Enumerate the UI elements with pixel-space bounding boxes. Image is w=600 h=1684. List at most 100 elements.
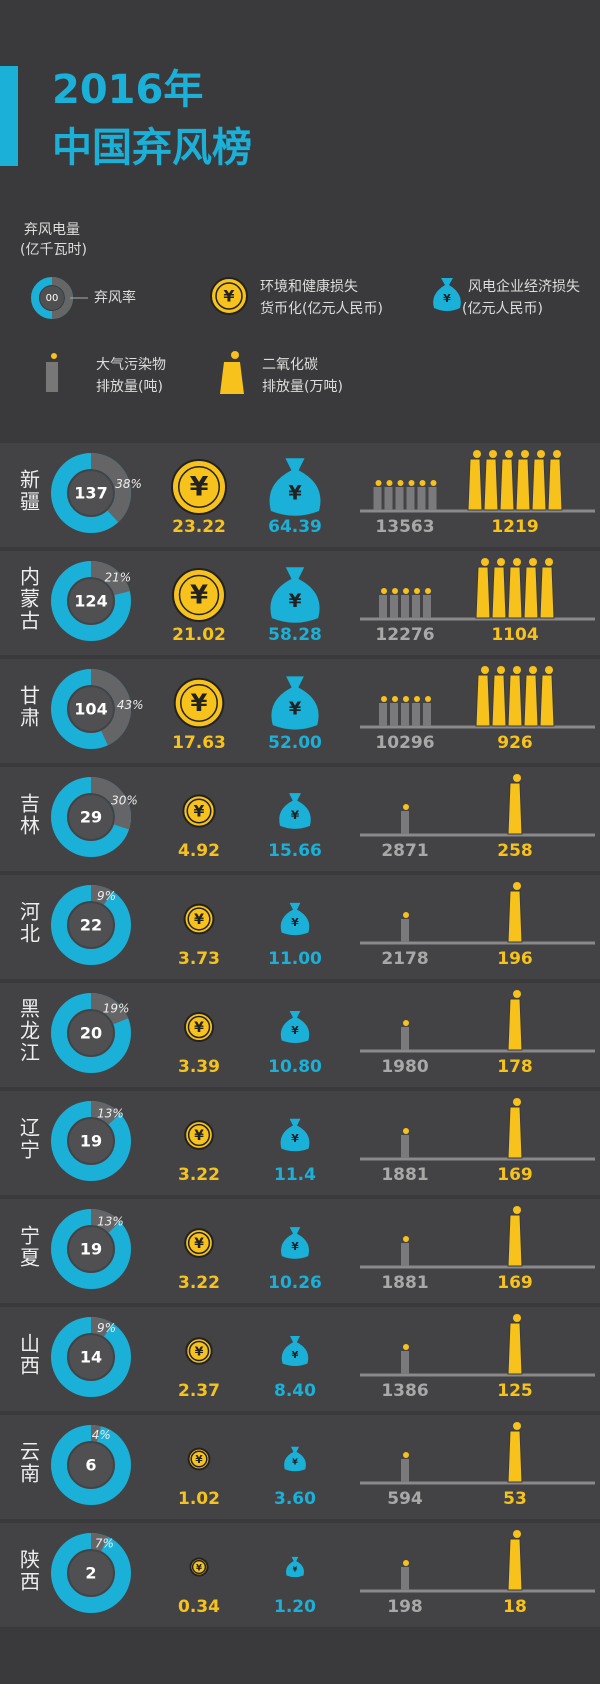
coin: ¥ [184, 1228, 214, 1258]
curtailment: 2 [85, 1564, 96, 1583]
econ-loss: 15.66 [268, 841, 322, 861]
smoke [513, 882, 521, 890]
money-bag: ¥ [270, 567, 320, 623]
province: 吉林 [17, 793, 41, 837]
smoke [529, 666, 537, 674]
co2: 196 [497, 949, 533, 969]
smoke [513, 1206, 521, 1214]
pollutant-factory [379, 588, 431, 618]
tower [507, 782, 523, 835]
coin-symbol: ¥ [190, 581, 208, 611]
coin-body [173, 677, 225, 729]
econ-loss: 10.26 [268, 1273, 322, 1293]
coin-ring [187, 1123, 211, 1147]
smoke [545, 558, 553, 566]
econ-loss: 64.39 [268, 517, 322, 537]
coin-symbol: ¥ [194, 1020, 204, 1036]
legend-econ-loss: 风电企业经济损失 [468, 278, 580, 295]
money-bag: ¥ [280, 1227, 310, 1259]
smoke [403, 1452, 409, 1458]
tower [515, 458, 531, 511]
rate-label: 7% [95, 1536, 114, 1550]
money-bag: ¥ [286, 1556, 304, 1578]
tower [507, 1214, 523, 1267]
pollutants: 2871 [381, 841, 428, 861]
co2: 258 [497, 841, 533, 861]
coin: ¥ [183, 903, 215, 935]
money-bag: ¥ [269, 458, 321, 516]
money-bag: ¥ [280, 1010, 310, 1044]
coin-ring [188, 1340, 210, 1362]
donut-center [69, 687, 113, 731]
province: 新疆 [17, 469, 41, 513]
co2-factory [467, 450, 563, 511]
smoke [513, 666, 521, 674]
province: 黑龙江 [17, 998, 41, 1064]
econ-loss: 11.4 [274, 1165, 316, 1185]
title-line1: 2016年 [52, 67, 203, 113]
province: 山西 [17, 1333, 41, 1377]
tower [467, 458, 483, 511]
donut-center [69, 1227, 113, 1271]
econ-loss: 8.40 [274, 1381, 316, 1401]
donut-rate [51, 993, 131, 1073]
tower [507, 1322, 523, 1375]
bag-symbol: ¥ [289, 591, 302, 612]
donut-center [69, 1119, 113, 1163]
bag-body [270, 567, 320, 623]
econ-loss: 52.00 [268, 733, 322, 753]
province: 辽宁 [17, 1117, 41, 1161]
smoke [425, 696, 431, 702]
curtailment: 19 [80, 1132, 102, 1151]
coin: ¥ [182, 794, 216, 828]
tower [507, 1106, 523, 1159]
env-loss: 23.22 [172, 517, 226, 537]
bag-body [286, 1556, 304, 1578]
donut-rate [51, 1533, 131, 1613]
tower [523, 674, 539, 727]
smoke [403, 804, 409, 810]
stack [401, 703, 409, 726]
co2-factory [475, 666, 555, 727]
tower [491, 674, 507, 727]
stack [401, 1351, 409, 1374]
tower [523, 566, 539, 619]
smoke [414, 696, 420, 702]
bag-body [280, 1227, 310, 1259]
env-loss: 21.02 [172, 625, 226, 645]
smoke [529, 558, 537, 566]
smoke [430, 480, 437, 486]
pollutants: 198 [387, 1597, 423, 1617]
coin-symbol: ¥ [194, 1128, 204, 1144]
econ-loss: 11.00 [268, 949, 322, 969]
bag-body [280, 902, 310, 936]
bag-symbol: ¥ [291, 1241, 299, 1253]
curtailment: 19 [80, 1240, 102, 1259]
smoke [403, 588, 409, 594]
smoke [497, 666, 505, 674]
smoke [403, 1560, 409, 1566]
smoke [481, 558, 489, 566]
econ-loss: 1.20 [274, 1597, 316, 1617]
bag-symbol: ¥ [292, 1350, 299, 1361]
smoke [381, 696, 387, 702]
title-bar [0, 66, 18, 166]
smoke [513, 558, 521, 566]
tower [507, 566, 523, 619]
province: 宁夏 [17, 1225, 41, 1269]
pollutants: 12276 [375, 625, 434, 645]
pollutants: 1980 [381, 1057, 428, 1077]
coin-symbol: ¥ [194, 802, 205, 821]
pollutant-factory [401, 1020, 409, 1050]
legend-factory-yellow [220, 351, 244, 394]
smoke [392, 696, 398, 702]
money-bag: ¥ [279, 793, 311, 829]
donut-center [69, 579, 113, 623]
env-loss: 3.22 [178, 1165, 220, 1185]
tower [539, 674, 555, 727]
curtailment: 6 [85, 1456, 96, 1475]
stack [423, 595, 431, 618]
co2-factory [507, 1530, 523, 1591]
co2: 125 [497, 1381, 533, 1401]
